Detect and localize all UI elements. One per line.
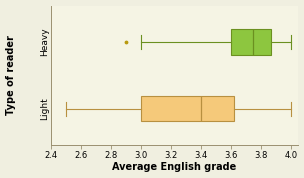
Y-axis label: Type of reader: Type of reader — [5, 35, 16, 115]
FancyBboxPatch shape — [231, 30, 271, 55]
X-axis label: Average English grade: Average English grade — [112, 163, 237, 172]
FancyBboxPatch shape — [141, 96, 234, 121]
